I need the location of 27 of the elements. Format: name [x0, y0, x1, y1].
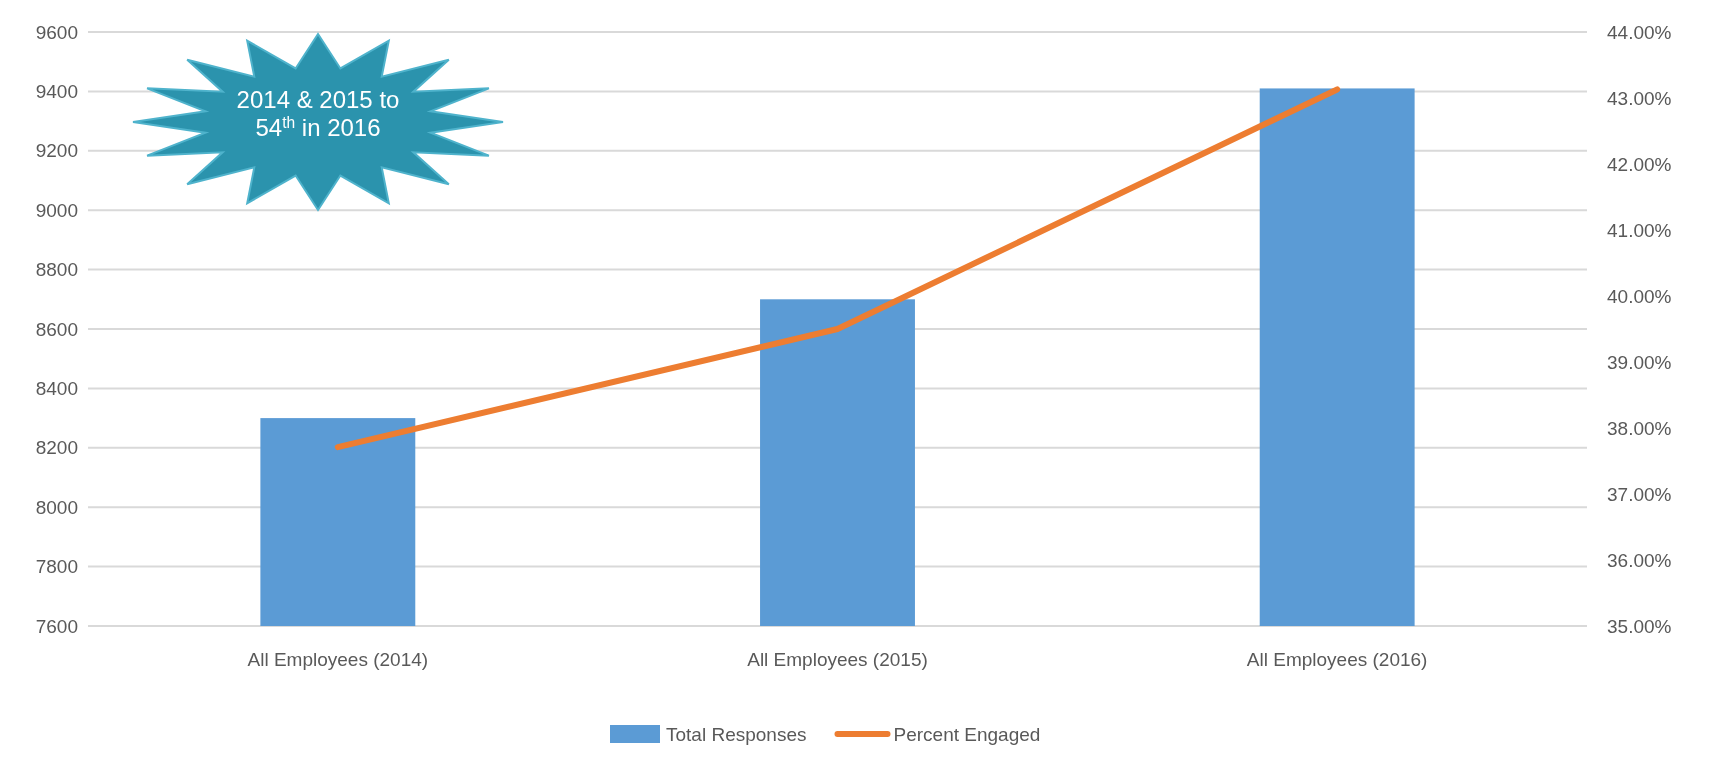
y2-tick-label: 35.00% [1607, 615, 1672, 637]
x-tick-label: All Employees (2014) [247, 649, 429, 670]
y2-tick-label: 41.00% [1607, 219, 1672, 241]
y2-tick-label: 44.00% [1607, 21, 1672, 43]
annotation: 2014 & 2015 to 54$^{th}$ in 2016 [236, 86, 400, 142]
y2-tick-label: 36.00% [1607, 549, 1672, 571]
x-tick-label: All Employees (2016) [1246, 649, 1428, 670]
y2-tick-label: 43.00% [1607, 87, 1672, 109]
legend-label: Percent Engaged [893, 723, 1041, 745]
y-tick-label: 8000 [35, 496, 78, 518]
y-tick-label: 8400 [35, 378, 78, 400]
y-tick-label: 9200 [35, 140, 78, 162]
y-tick-label: 9000 [35, 199, 78, 221]
y-tick-label: 8600 [35, 318, 78, 340]
y2-tick-label: 38.00% [1607, 417, 1672, 439]
y2-tick-label: 37.00% [1607, 483, 1672, 505]
y-tick-label: 9400 [35, 81, 78, 103]
y2-tick-label: 39.00% [1607, 351, 1672, 373]
x-tick-label: All Employees (2015) [747, 649, 928, 670]
y2-tick-label: 42.00% [1607, 153, 1672, 175]
y2-tick-label: 40.00% [1607, 285, 1672, 307]
y-tick-label: 8200 [35, 437, 78, 459]
y-tick-label: 9600 [35, 21, 78, 43]
legend-label: Total Responses [666, 723, 807, 745]
y-tick-label: 7800 [35, 556, 78, 578]
y-tick-label: 8800 [35, 259, 78, 281]
y-tick-label: 7600 [35, 615, 78, 637]
